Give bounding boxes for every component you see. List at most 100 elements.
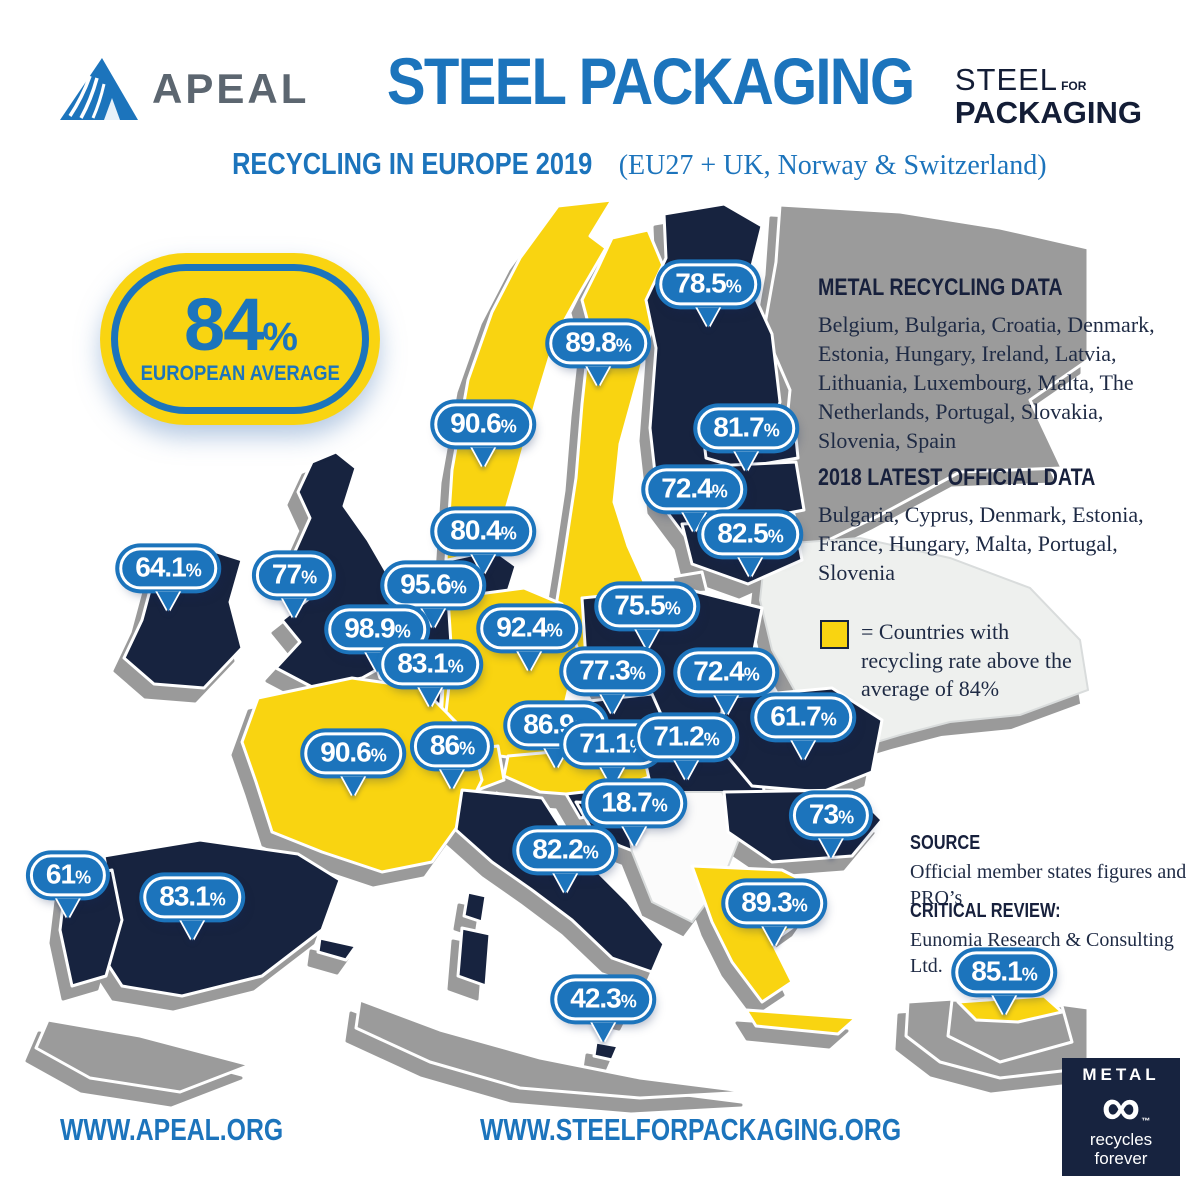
pin-pointer-icon [682, 512, 705, 533]
map-pin-cyprus: 85.1% [955, 951, 1053, 1016]
source-heading: SOURCE [910, 832, 981, 854]
pin-pointer-icon [714, 695, 737, 716]
pin-pointer-icon [622, 826, 645, 847]
critical-review-heading: CRITICAL REVIEW: [910, 900, 1061, 922]
infinity-recycle-icon: ∞ ™ [1101, 1077, 1151, 1138]
pin-pointer-icon [674, 760, 697, 781]
critical-review-body: Eunomia Research & Consulting Ltd. [910, 929, 1174, 978]
trademark-mark: ™ [1141, 1115, 1151, 1126]
pin-pointer-icon [156, 591, 179, 612]
pin-value: 92.4% [480, 607, 578, 650]
pin-pointer-icon [992, 995, 1015, 1016]
pin-pointer-icon [791, 740, 814, 761]
average-badge-ring: 84% EUROPEAN AVERAGE [111, 264, 369, 414]
pin-value: 61% [29, 854, 107, 897]
map-pin-malta: 42.3% [554, 978, 652, 1043]
map-pin-estonia: 81.7% [697, 407, 795, 472]
pin-pointer-icon [544, 748, 567, 769]
apeal-url-link[interactable]: WWW.APEAL.ORG [60, 1112, 284, 1147]
page-subtitle: RECYCLING IN EUROPE 2019 [232, 146, 593, 181]
pin-pointer-icon [517, 651, 540, 672]
panel-metal-recycling-data: METAL RECYCLING DATA Belgium, Bulgaria, … [818, 274, 1190, 455]
pin-pointer-icon [56, 898, 79, 919]
pin-pointer-icon [341, 776, 364, 797]
apeal-logo-word: APEAL [152, 65, 310, 112]
map-pin-sweden: 89.8% [549, 322, 647, 387]
brand-steel: STEEL [954, 62, 1059, 97]
pin-pointer-icon [696, 307, 719, 328]
apeal-logo: APEAL [60, 58, 309, 120]
panel-heading: METAL RECYCLING DATA [818, 274, 1063, 301]
map-pin-italy: 82.2% [516, 829, 614, 894]
mrf-forever-label: forever [1094, 1148, 1148, 1168]
brand-packaging: PACKAGING [954, 95, 1142, 130]
map-pin-hungary: 71.2% [637, 716, 735, 781]
map-pin-czech-republic: 77.3% [563, 650, 661, 715]
land-north-africa [354, 998, 752, 1100]
map-pin-slovakia: 72.4% [677, 651, 775, 716]
pin-value: 90.6% [434, 403, 532, 446]
pin-pointer-icon [738, 557, 761, 578]
page-subtitle-note: (EU27 + UK, Norway & Switzerland) [618, 150, 1047, 181]
map-pin-united-kingdom: 77% [255, 554, 333, 619]
island-sardinia [456, 926, 492, 988]
pin-value: 72.4% [645, 468, 743, 511]
mrf-recycles-label: recycles [1089, 1130, 1153, 1150]
island-corsica [462, 890, 488, 924]
pin-pointer-icon [734, 451, 757, 472]
average-value: 84% [184, 282, 298, 366]
mrf-metal-label: METAL [1082, 1065, 1160, 1085]
european-average-badge: 84% EUROPEAN AVERAGE [100, 253, 380, 425]
pin-pointer-icon [591, 1022, 614, 1043]
map-pin-romania: 61.7% [754, 696, 852, 761]
pin-pointer-icon [421, 608, 444, 629]
map-pin-switzerland: 86% [413, 725, 491, 790]
source-body: Official member states figures and PRO’s [910, 861, 1187, 910]
pin-pointer-icon [600, 694, 623, 715]
map-pin-luxembourg: 83.1% [381, 643, 479, 708]
panel-2018-official-data: 2018 LATEST OFFICIAL DATA Bulgaria, Cypr… [818, 464, 1190, 587]
map-pin-lithuania: 82.5% [701, 513, 799, 578]
pin-value: 95.6% [384, 564, 482, 607]
brand-for: FOR [1061, 79, 1087, 93]
map-pin-latvia: 72.4% [645, 468, 743, 533]
country-malta [592, 1040, 620, 1062]
pin-pointer-icon [553, 873, 576, 894]
pin-value: 77.3% [563, 650, 661, 693]
map-pin-france: 90.6% [304, 732, 402, 797]
pin-pointer-icon [586, 366, 609, 387]
pin-value: 82.5% [701, 513, 799, 556]
steelforpackaging-url-link[interactable]: WWW.STEELFORPACKAGING.ORG [480, 1112, 902, 1147]
pin-value: 61.7% [754, 696, 852, 739]
pin-pointer-icon [180, 920, 203, 941]
pin-value: 42.3% [554, 978, 652, 1021]
pin-value: 78.5% [659, 263, 757, 306]
panel-body: Bulgaria, Cyprus, Denmark, Estonia, Fran… [818, 502, 1144, 586]
map-pin-portugal: 61% [29, 854, 107, 919]
pin-value: 89.8% [549, 322, 647, 365]
pin-pointer-icon [440, 769, 463, 790]
pin-value: 83.1% [143, 876, 241, 919]
island-crete [744, 1008, 858, 1036]
pin-value: 89.3% [725, 882, 823, 925]
island-balearics [316, 936, 358, 962]
panel-source: SOURCE Official member states figures an… [910, 832, 1195, 912]
map-pin-denmark: 80.4% [434, 510, 532, 575]
map-pin-poland: 75.5% [598, 585, 696, 650]
pin-pointer-icon [418, 687, 441, 708]
pin-pointer-icon [471, 554, 494, 575]
pin-value: 75.5% [598, 585, 696, 628]
pin-value: 18.7% [585, 782, 683, 825]
pin-value: 82.2% [516, 829, 614, 872]
panel-critical-review: CRITICAL REVIEW: Eunomia Research & Cons… [910, 900, 1200, 980]
pin-value: 81.7% [697, 407, 795, 450]
pin-pointer-icon [471, 447, 494, 468]
legend-text: = Countries with recycling rate above th… [861, 619, 1072, 702]
map-pin-finland: 78.5% [659, 263, 757, 328]
map-pin-netherlands: 95.6% [384, 564, 482, 629]
pin-value: 73% [792, 794, 870, 837]
map-legend: = Countries with recycling rate above th… [820, 618, 1080, 704]
map-pin-greece: 89.3% [725, 882, 823, 947]
pin-value: 90.6% [304, 732, 402, 775]
